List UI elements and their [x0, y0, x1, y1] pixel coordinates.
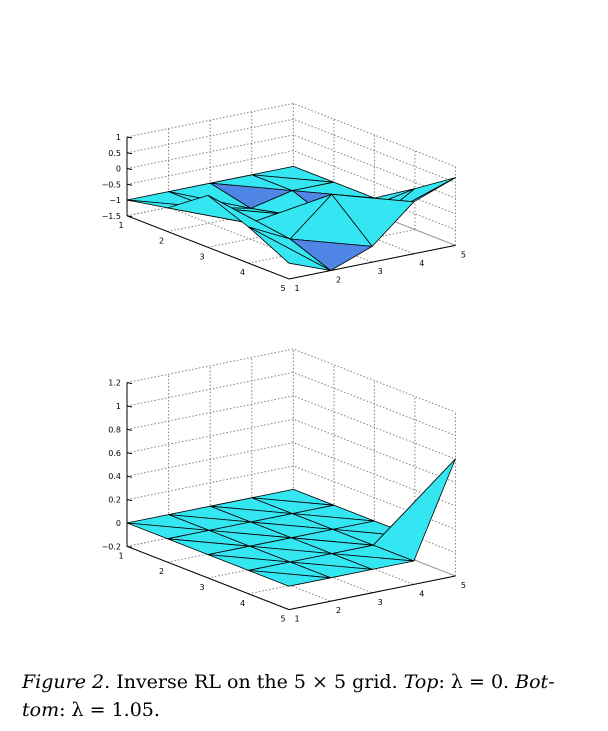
- caption-top-value: : λ = 0.: [438, 671, 510, 693]
- x-tick-label: 3: [199, 252, 204, 261]
- y-tick-label: 1: [294, 615, 299, 624]
- x-tick-label: 2: [159, 567, 164, 576]
- z-tick: [126, 545, 133, 548]
- z-tick: [126, 405, 133, 408]
- x-tick-label: 5: [280, 284, 285, 293]
- z-tick-label: −0.2: [102, 542, 121, 551]
- caption-label: Figure 2.: [22, 671, 111, 693]
- z-tick-label: 0.5: [108, 149, 121, 158]
- grid-line: [126, 102, 456, 168]
- surface-facet: [248, 226, 332, 271]
- y-tick-label: 2: [336, 276, 341, 285]
- z-tick: [126, 382, 133, 385]
- z-tick-label: 1: [116, 133, 121, 142]
- x-tick-label: 4: [240, 599, 245, 608]
- caption-text: Inverse RL on the 5 × 5 grid.: [116, 671, 398, 693]
- z-tick-label: 0.2: [108, 496, 121, 505]
- z-tick: [126, 215, 133, 218]
- y-tick-label: 3: [378, 267, 383, 276]
- grid-line: [126, 418, 456, 483]
- z-tick-label: −1: [109, 196, 121, 205]
- x-tick-label: 1: [118, 221, 123, 230]
- figure-caption: Figure 2. Inverse RL on the 5 × 5 grid. …: [22, 668, 592, 724]
- grid-line: [126, 465, 456, 530]
- y-axis-floor: [126, 545, 290, 611]
- x-axis-floor: [288, 244, 456, 280]
- z-tick: [126, 428, 133, 431]
- grid-line: [126, 118, 456, 183]
- z-tick-label: 1: [116, 402, 121, 411]
- z-tick: [126, 136, 133, 139]
- grid-line: [126, 442, 456, 507]
- z-tick: [126, 183, 133, 186]
- z-tick: [126, 168, 133, 170]
- z-tick-label: 0.6: [108, 449, 121, 458]
- x-tick-label: 4: [240, 268, 245, 277]
- grid-line: [126, 134, 456, 199]
- x-tick-label: 3: [199, 583, 204, 592]
- y-tick-label: 3: [378, 598, 383, 607]
- y-tick-label: 2: [336, 606, 341, 615]
- caption-bottom-word: Bot-: [515, 671, 555, 693]
- z-tick-label: −1.5: [102, 212, 121, 221]
- x-tick-label: 1: [118, 551, 123, 560]
- caption-top-word: Top: [403, 671, 439, 693]
- z-tick-label: 0: [116, 165, 121, 174]
- y-axis-floor: [126, 215, 290, 280]
- x-axis-floor: [288, 575, 456, 611]
- z-tick-label: 0.8: [108, 425, 121, 434]
- grid-line: [126, 348, 456, 413]
- z-tick: [126, 499, 133, 502]
- z-tick-label: 0: [116, 519, 121, 528]
- y-tick-label: 4: [419, 259, 424, 268]
- surface-facet: [248, 570, 332, 587]
- y-tick-label: 5: [461, 250, 466, 259]
- grid-line: [126, 150, 456, 215]
- z-tick: [126, 475, 133, 478]
- grid-line: [126, 395, 456, 460]
- y-tick-label: 5: [461, 581, 466, 590]
- surface-facet: [372, 458, 456, 562]
- grid-line: [126, 371, 456, 437]
- caption-bottom-value: : λ = 1.05.: [59, 699, 160, 721]
- x-tick-label: 5: [280, 615, 285, 624]
- caption-bottom-word2: tom: [22, 699, 60, 721]
- z-tick-label: −0.5: [102, 180, 121, 189]
- z-tick: [126, 152, 133, 155]
- z-tick-label: 1.2: [108, 379, 121, 388]
- z-tick-label: 0.4: [108, 472, 121, 481]
- y-tick-label: 4: [419, 589, 424, 598]
- y-tick-label: 1: [294, 284, 299, 293]
- z-tick: [126, 452, 133, 455]
- x-tick-label: 2: [159, 237, 164, 246]
